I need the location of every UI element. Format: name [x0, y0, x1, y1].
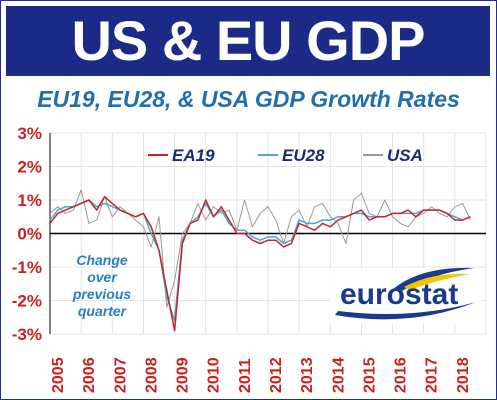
- x-tick-label: 2010: [206, 357, 223, 393]
- x-tick-label: 2017: [424, 357, 441, 393]
- series-lines: [49, 189, 471, 332]
- legend-label-ea19: EA19: [172, 146, 215, 165]
- x-tick-label: 2013: [299, 357, 316, 393]
- title-banner: US & EU GDP: [6, 6, 490, 76]
- x-tick-label: 2014: [330, 357, 347, 393]
- series-line-usa: [49, 189, 471, 308]
- banner-title: US & EU GDP: [71, 9, 425, 72]
- zero-axis: [49, 133, 486, 334]
- x-tick-label: 2007: [112, 357, 129, 393]
- annotation-line: over: [87, 269, 118, 285]
- x-tick-label: 2008: [143, 357, 160, 393]
- y-tick-label: 0%: [17, 225, 42, 244]
- x-tick-label: 2012: [268, 357, 285, 393]
- y-tick-label: -2%: [12, 292, 42, 311]
- logo-swoosh-accent-icon: [404, 273, 470, 290]
- logo-swoosh-icon: [392, 267, 474, 292]
- eurostat-logo: eurostat: [330, 267, 482, 324]
- y-tick-label: 3%: [17, 124, 42, 143]
- y-tick-label: -3%: [12, 325, 42, 344]
- legend: EA19 EU28 USA: [148, 146, 423, 165]
- x-tick-label: 2006: [81, 357, 98, 393]
- logo-underline-icon: [335, 302, 476, 320]
- x-axis: 2005 2006 2007 2008 2009 2010 2011 2012 2013 2014…: [50, 357, 472, 393]
- x-tick-label: 2018: [455, 357, 472, 393]
- x-tick-label: 2011: [237, 358, 254, 393]
- series-line-ea19: [49, 195, 471, 332]
- annotation-line: quarter: [78, 303, 128, 319]
- y-tick-label: 1%: [17, 191, 42, 210]
- legend-label-usa: USA: [387, 146, 423, 165]
- legend-label-eu28: EU28: [282, 146, 325, 165]
- annotation-line: Change: [76, 252, 128, 268]
- logo-text: eurostat: [340, 278, 458, 311]
- x-tick-label: 2009: [175, 357, 192, 393]
- chart-title: EU19, EU28, & USA GDP Growth Rates: [37, 86, 460, 112]
- x-tick-label: 2016: [393, 357, 410, 393]
- y-tick-label: -1%: [12, 258, 42, 277]
- y-tick-label: 2%: [17, 158, 42, 177]
- x-tick-label: 2015: [361, 357, 378, 393]
- y-axis: 3% 2% 1% 0% -1% -2% -3%: [12, 124, 42, 344]
- annotation-line: previous: [72, 286, 132, 302]
- x-tick-label: 2005: [50, 357, 67, 393]
